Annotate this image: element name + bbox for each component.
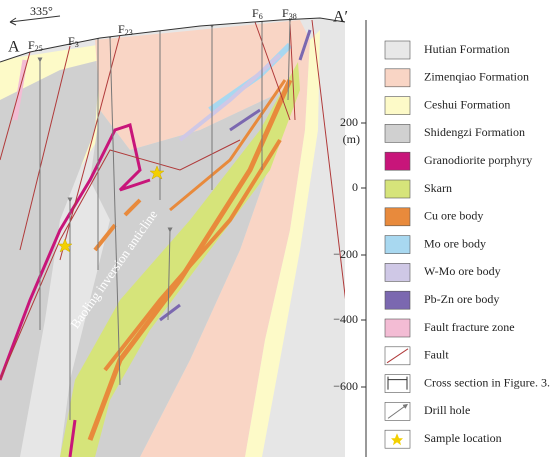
legend-star xyxy=(391,433,403,446)
fault-letter: F xyxy=(68,34,75,48)
legend-label: Sample location xyxy=(424,431,502,445)
legend-label: Cu ore body xyxy=(424,209,483,223)
legend-label: Skarn xyxy=(424,181,452,195)
fault-letter: F xyxy=(28,38,35,52)
legend-swatch xyxy=(384,318,411,338)
elevation-label: −400 xyxy=(333,312,358,326)
elevation-label: 200 xyxy=(340,115,358,129)
legend-swatch xyxy=(384,96,411,115)
elevation-label: −600 xyxy=(333,379,358,393)
legend-swatch xyxy=(384,207,411,227)
fault-index: 25 xyxy=(35,44,43,53)
legend-label: Granodiorite porphyry xyxy=(424,153,532,167)
legend-label: W-Mo ore body xyxy=(424,264,501,278)
fault-letter: F xyxy=(252,6,259,20)
legend-label: Zimenqiao Formation xyxy=(424,70,529,84)
end-label: A′ xyxy=(333,9,348,26)
legend-fault xyxy=(386,348,409,364)
fault-letter: F xyxy=(282,6,289,20)
legend-label: Shidengzi Formation xyxy=(424,125,525,139)
legend-swatch xyxy=(384,68,411,88)
legend-label: Cross section in Figure. 3. xyxy=(424,375,550,389)
fault-label: F6 xyxy=(252,6,263,21)
fault-index: 38 xyxy=(289,12,297,21)
azimuth: 335° xyxy=(30,4,53,18)
fault-index: 23 xyxy=(125,28,133,37)
fault-index: 6 xyxy=(259,12,263,21)
legend-drill xyxy=(387,403,409,419)
legend-swatch xyxy=(384,235,411,254)
legend-swatch xyxy=(384,151,411,171)
legend-swatch xyxy=(384,263,411,282)
fault-label: F23 xyxy=(118,22,133,37)
legend-label: Mo ore body xyxy=(424,236,486,250)
fault-label: F38 xyxy=(282,6,297,21)
legend-swatch xyxy=(384,374,411,393)
fault-label: F25 xyxy=(28,38,43,53)
legend-label: Fault fracture zone xyxy=(424,320,515,334)
fault-index: 3 xyxy=(75,40,79,49)
legend-label: Pb-Zn ore body xyxy=(424,292,499,306)
legend-swatch xyxy=(384,124,411,143)
legend-label: Drill hole xyxy=(424,403,470,417)
legend-label: Ceshui Formation xyxy=(424,97,510,111)
geology xyxy=(0,18,345,457)
elevation-label: 0 xyxy=(352,180,358,194)
elevation-unit: (m) xyxy=(343,132,360,146)
legend-label: Hutian Formation xyxy=(424,42,510,56)
start-label: A xyxy=(8,39,20,56)
legend-section xyxy=(387,376,408,390)
legend-swatch xyxy=(384,40,411,60)
legend: Hutian Formation Zimenqiao Formation Ceshu… xyxy=(384,40,550,449)
fault-letter: F xyxy=(118,22,125,36)
legend-swatch xyxy=(384,179,411,199)
elevation-label: −200 xyxy=(333,247,358,261)
legend-swatch xyxy=(384,290,411,310)
legend-label: Fault xyxy=(424,348,449,362)
fault-label: F3 xyxy=(68,34,79,49)
